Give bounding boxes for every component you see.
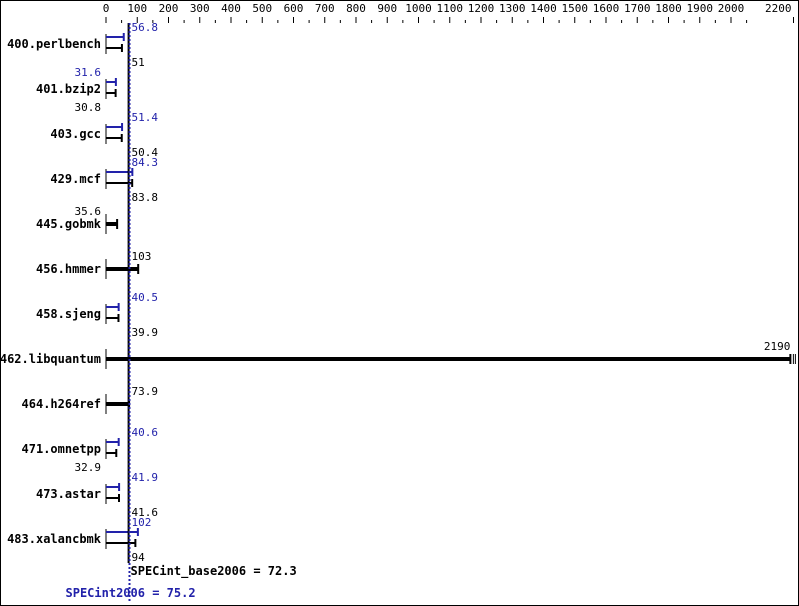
x-tick-label: 1900 xyxy=(687,2,714,15)
base-value-label: 83.8 xyxy=(132,191,159,204)
x-tick-label: 1300 xyxy=(499,2,526,15)
benchmark-label: 483.xalancbmk xyxy=(7,532,102,546)
peak-value-label: 51.4 xyxy=(132,111,159,124)
base-value-label: 41.6 xyxy=(132,506,159,519)
x-tick-label: 2200 xyxy=(765,2,792,15)
x-tick-label: 1400 xyxy=(530,2,557,15)
x-tick-label: 2000 xyxy=(718,2,745,15)
base-value-label: 39.9 xyxy=(132,326,159,339)
peak-value-label: 56.8 xyxy=(132,21,159,34)
benchmark-label: 429.mcf xyxy=(50,172,101,186)
benchmark-label: 473.astar xyxy=(36,487,101,501)
base-value-label: 35.6 xyxy=(75,205,102,218)
benchmark-label: 445.gobmk xyxy=(36,217,102,231)
x-tick-label: 1100 xyxy=(437,2,464,15)
x-tick-label: 1700 xyxy=(624,2,651,15)
x-tick-label: 200 xyxy=(159,2,179,15)
benchmark-label: 458.sjeng xyxy=(36,307,101,321)
x-tick-label: 500 xyxy=(252,2,272,15)
base-value-label: 73.9 xyxy=(132,385,159,398)
benchmark-label: 403.gcc xyxy=(50,127,101,141)
base-value-label: 30.8 xyxy=(75,101,102,114)
peak-value-label: 102 xyxy=(132,516,152,529)
base-mean-label: SPECint_base2006 = 72.3 xyxy=(131,564,297,579)
benchmark-label: 400.perlbench xyxy=(7,37,101,51)
x-tick-label: 1500 xyxy=(562,2,589,15)
base-value-label: 2190 xyxy=(764,340,791,353)
x-tick-label: 900 xyxy=(377,2,397,15)
x-tick-label: 100 xyxy=(127,2,147,15)
base-value-label: 50.4 xyxy=(132,146,159,159)
x-tick-label: 0 xyxy=(103,2,110,15)
base-value-label: 32.9 xyxy=(75,461,102,474)
benchmark-label: 401.bzip2 xyxy=(36,82,101,96)
benchmark-label: 462.libquantum xyxy=(1,352,101,366)
peak-value-label: 84.3 xyxy=(132,156,159,169)
benchmark-label: 471.omnetpp xyxy=(22,442,101,456)
benchmark-label: 456.hmmer xyxy=(36,262,101,276)
x-tick-label: 1200 xyxy=(468,2,495,15)
x-tick-label: 600 xyxy=(284,2,304,15)
x-tick-label: 1000 xyxy=(405,2,432,15)
benchmark-label: 464.h264ref xyxy=(22,397,101,411)
peak-value-label: 31.6 xyxy=(75,66,102,79)
peak-mean-label: SPECint2006 = 75.2 xyxy=(66,586,196,600)
peak-value-label: 41.9 xyxy=(132,471,159,484)
x-tick-label: 800 xyxy=(346,2,366,15)
x-tick-label: 1600 xyxy=(593,2,620,15)
base-value-label: 51 xyxy=(132,56,145,69)
x-tick-label: 1800 xyxy=(655,2,682,15)
x-tick-label: 400 xyxy=(221,2,241,15)
base-value-label: 103 xyxy=(132,250,152,263)
peak-value-label: 40.5 xyxy=(132,291,159,304)
base-value-label: 94 xyxy=(132,551,146,564)
peak-value-label: 40.6 xyxy=(132,426,159,439)
x-tick-label: 300 xyxy=(190,2,210,15)
x-tick-label: 700 xyxy=(315,2,335,15)
